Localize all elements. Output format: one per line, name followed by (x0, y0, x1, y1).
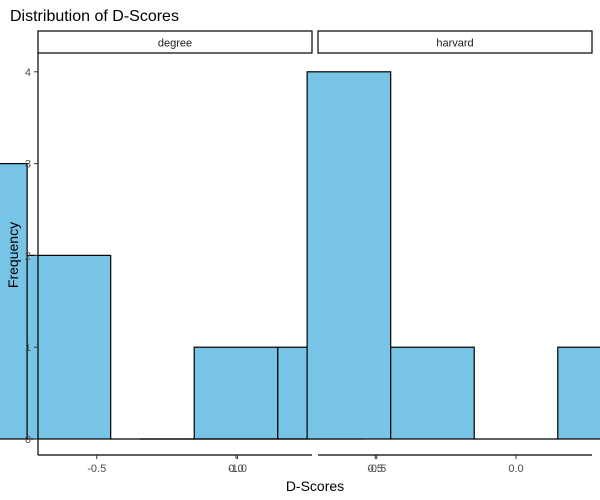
chart-title: Distribution of D-Scores (10, 8, 179, 25)
x-tick-label: -1.0 (228, 463, 247, 475)
y-tick-label: 0 (25, 434, 31, 446)
y-tick-label: 2 (25, 250, 31, 262)
facet-strip-label: degree (158, 38, 192, 50)
x-tick-label: 0.0 (508, 463, 523, 475)
facet-strip-label: harvard (436, 38, 473, 50)
histogram-bar (0, 163, 28, 440)
facet-strip (317, 30, 593, 54)
y-tick-label: 3 (25, 159, 31, 171)
facet-strip (37, 30, 313, 54)
x-tick-label: 0.5 (368, 463, 383, 475)
x-tick-label: -0.5 (87, 463, 106, 475)
histogram-bar (390, 346, 475, 440)
y-tick-label: 1 (25, 342, 31, 354)
y-axis-label: Frequency (5, 222, 21, 288)
y-tick-label: 4 (25, 67, 31, 79)
histogram-bar (26, 254, 112, 440)
x-tick-label: 0.0 (228, 463, 243, 475)
x-axis-label: D-Scores (286, 478, 344, 494)
histogram-bar (557, 346, 600, 440)
panel-harvard: harvard -1.0 -0.5 0.0 0.5 (140, 30, 600, 475)
histogram-bar (306, 71, 392, 440)
histogram-bar (193, 346, 279, 440)
x-tick-label: -0.5 (367, 463, 386, 475)
panel-degree: degree -1.0 -0.5 0.0 0.5 0 1 2 3 4 (0, 30, 383, 475)
